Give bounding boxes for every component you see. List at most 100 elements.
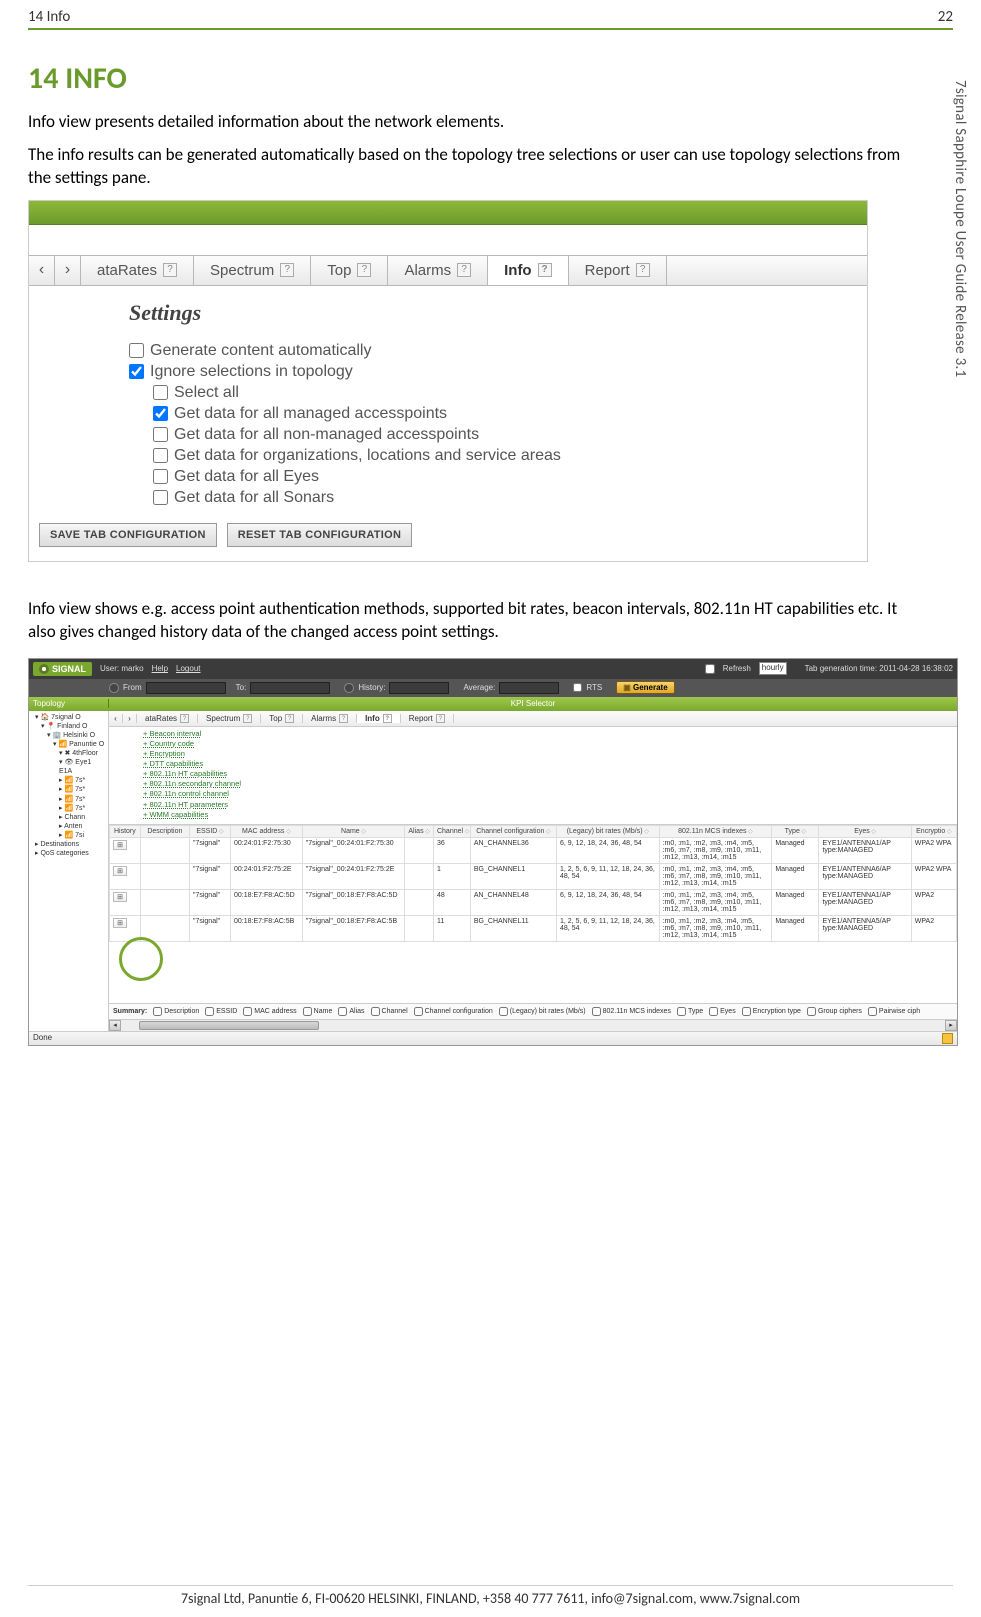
help-icon[interactable]: ? bbox=[180, 714, 189, 723]
row-expander[interactable]: ⊞ bbox=[113, 918, 127, 928]
summary-checkbox[interactable] bbox=[303, 1007, 312, 1016]
column-header[interactable]: History bbox=[110, 825, 141, 837]
summary-col-toggle[interactable]: Eyes bbox=[709, 1007, 736, 1016]
column-header[interactable]: Description bbox=[140, 825, 189, 837]
tree-node[interactable]: ▾ 📶 Panuntie O bbox=[31, 740, 106, 749]
summary-col-toggle[interactable]: Channel bbox=[371, 1007, 408, 1016]
tree-node[interactable]: ▸ 📶 7s* bbox=[31, 804, 106, 813]
option-checkbox[interactable] bbox=[153, 490, 168, 505]
summary-col-toggle[interactable]: 802.11n MCS indexes bbox=[592, 1007, 671, 1016]
expand-link[interactable]: 802.11n HT capabilities bbox=[143, 769, 951, 779]
help-icon[interactable]: ? bbox=[280, 263, 294, 277]
row-expander[interactable]: ⊞ bbox=[113, 840, 127, 850]
summary-col-toggle[interactable]: Type bbox=[677, 1007, 703, 1016]
summary-col-toggle[interactable]: ESSID bbox=[205, 1007, 237, 1016]
expand-link[interactable]: Beacon interval bbox=[143, 729, 951, 739]
column-header[interactable]: Type bbox=[772, 825, 819, 837]
inner-tab-top[interactable]: Top? bbox=[261, 714, 303, 723]
tabs-next-button[interactable]: › bbox=[55, 256, 81, 285]
row-expander[interactable]: ⊞ bbox=[113, 892, 127, 902]
help-icon[interactable]: ? bbox=[243, 714, 252, 723]
summary-checkbox[interactable] bbox=[243, 1007, 252, 1016]
tab-spectrum[interactable]: Spectrum? bbox=[194, 256, 311, 285]
help-icon[interactable]: ? bbox=[436, 714, 445, 723]
tree-node[interactable]: ▸ 📶 7si bbox=[31, 831, 106, 840]
tab-alarms[interactable]: Alarms? bbox=[388, 256, 488, 285]
inner-tabs-prev[interactable]: ‹ bbox=[109, 714, 123, 723]
summary-checkbox[interactable] bbox=[414, 1007, 423, 1016]
summary-checkbox[interactable] bbox=[709, 1007, 718, 1016]
tab-atarates[interactable]: ataRates? bbox=[81, 256, 194, 285]
tree-node[interactable]: ▸ Destinations bbox=[31, 840, 106, 849]
help-icon[interactable]: ? bbox=[538, 263, 552, 277]
help-icon[interactable]: ? bbox=[383, 714, 392, 723]
scroll-right-button[interactable]: ▸ bbox=[945, 1020, 957, 1031]
horizontal-scrollbar[interactable]: ◂ ▸ bbox=[109, 1019, 957, 1031]
summary-col-toggle[interactable]: Description bbox=[153, 1007, 199, 1016]
help-icon[interactable]: ? bbox=[339, 714, 348, 723]
summary-checkbox[interactable] bbox=[371, 1007, 380, 1016]
summary-col-toggle[interactable]: Alias bbox=[338, 1007, 364, 1016]
expand-link[interactable]: Country code bbox=[143, 739, 951, 749]
from-field[interactable] bbox=[146, 682, 226, 694]
column-header[interactable]: Channel bbox=[433, 825, 470, 837]
summary-col-toggle[interactable]: Pairwise ciph bbox=[868, 1007, 920, 1016]
column-header[interactable]: Channel configuration bbox=[470, 825, 556, 837]
help-icon[interactable]: ? bbox=[636, 263, 650, 277]
history-field[interactable] bbox=[389, 682, 449, 694]
tree-node[interactable]: ▾ 🏠 7signal O bbox=[31, 713, 106, 722]
inner-tab-report[interactable]: Report? bbox=[401, 714, 454, 723]
summary-checkbox[interactable] bbox=[205, 1007, 214, 1016]
summary-checkbox[interactable] bbox=[807, 1007, 816, 1016]
tree-node[interactable]: ▸ Anten bbox=[31, 822, 106, 831]
help-icon[interactable]: ? bbox=[357, 263, 371, 277]
tree-node[interactable]: ▸ 📶 7s* bbox=[31, 795, 106, 804]
tree-node[interactable]: ▸ 📶 7s* bbox=[31, 776, 106, 785]
expand-link[interactable]: 802.11n control channel bbox=[143, 789, 951, 799]
expand-link[interactable]: 802.11n secondary channel bbox=[143, 779, 951, 789]
tab-top[interactable]: Top? bbox=[311, 256, 388, 285]
summary-col-toggle[interactable]: Channel configuration bbox=[414, 1007, 493, 1016]
tree-node[interactable]: ▸ Chann bbox=[31, 813, 106, 822]
tree-node[interactable]: ▾ ✖ 4thFloor bbox=[31, 749, 106, 758]
summary-checkbox[interactable] bbox=[868, 1007, 877, 1016]
summary-col-toggle[interactable]: (Legacy) bit rates (Mb/s) bbox=[499, 1007, 586, 1016]
summary-checkbox[interactable] bbox=[592, 1007, 601, 1016]
tabs-prev-button[interactable]: ‹ bbox=[29, 256, 55, 285]
summary-col-toggle[interactable]: Group ciphers bbox=[807, 1007, 862, 1016]
option-checkbox[interactable] bbox=[153, 427, 168, 442]
inner-tab-atarates[interactable]: ataRates? bbox=[137, 714, 198, 723]
tree-node[interactable]: ▸ 📶 7s* bbox=[31, 785, 106, 794]
column-header[interactable]: Alias bbox=[405, 825, 434, 837]
help-icon[interactable]: ? bbox=[163, 263, 177, 277]
option-checkbox[interactable] bbox=[153, 448, 168, 463]
rts-checkbox[interactable] bbox=[573, 683, 582, 692]
scroll-left-button[interactable]: ◂ bbox=[109, 1020, 121, 1031]
tab-report[interactable]: Report? bbox=[569, 256, 667, 285]
column-header[interactable]: MAC address bbox=[230, 825, 302, 837]
expand-link[interactable]: DTT capabilities bbox=[143, 759, 951, 769]
generate-button[interactable]: ▣ Generate bbox=[616, 681, 674, 694]
expand-link[interactable]: Encryption bbox=[143, 749, 951, 759]
tree-node[interactable]: ▾ 👁 Eye1 bbox=[31, 758, 106, 767]
option-checkbox[interactable] bbox=[129, 343, 144, 358]
inner-tabs-next[interactable]: › bbox=[123, 714, 137, 723]
radio-from-icon[interactable] bbox=[109, 683, 119, 693]
column-header[interactable]: (Legacy) bit rates (Mb/s) bbox=[557, 825, 660, 837]
summary-col-toggle[interactable]: Name bbox=[303, 1007, 333, 1016]
tree-node[interactable]: E1A bbox=[31, 767, 106, 776]
inner-tab-alarms[interactable]: Alarms? bbox=[303, 714, 357, 723]
inner-tab-info[interactable]: Info? bbox=[357, 714, 401, 723]
tree-node[interactable]: ▾ 🏢 Helsinki O bbox=[31, 731, 106, 740]
summary-checkbox[interactable] bbox=[677, 1007, 686, 1016]
topology-tree[interactable]: ▾ 🏠 7signal O▾ 📍 Finland O▾ 🏢 Helsinki O… bbox=[29, 711, 109, 1031]
tab-info[interactable]: Info? bbox=[488, 256, 569, 285]
expand-link[interactable]: WMM capabilities bbox=[143, 810, 951, 820]
scroll-thumb[interactable] bbox=[139, 1021, 319, 1030]
column-header[interactable]: Name bbox=[302, 825, 405, 837]
summary-checkbox[interactable] bbox=[742, 1007, 751, 1016]
help-link[interactable]: Help bbox=[152, 664, 168, 673]
expand-link[interactable]: 802.11n HT parameters bbox=[143, 800, 951, 810]
option-checkbox[interactable] bbox=[153, 469, 168, 484]
tree-node[interactable]: ▾ 📍 Finland O bbox=[31, 722, 106, 731]
